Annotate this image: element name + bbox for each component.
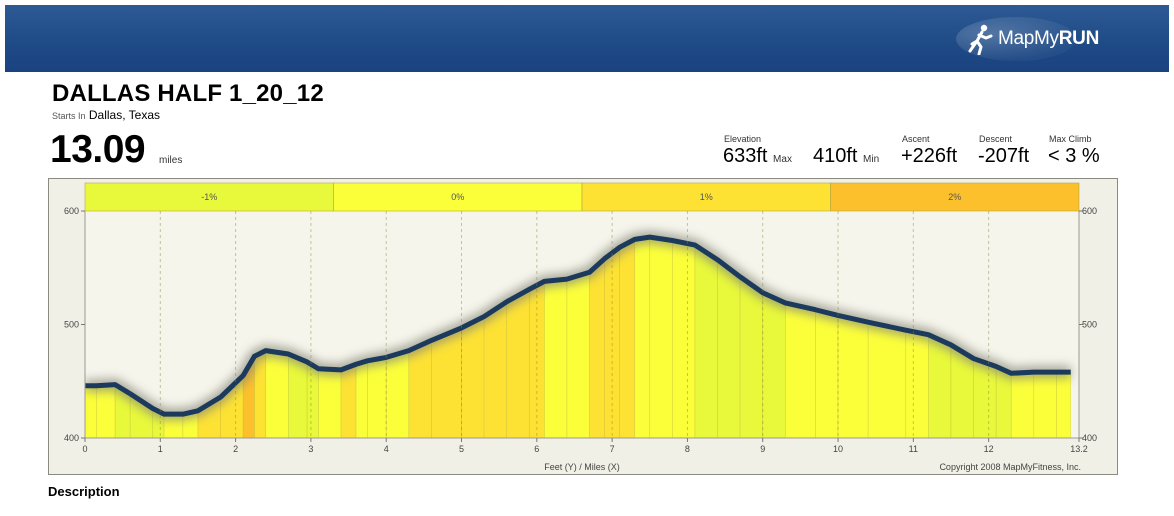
elevation-min: 410ft Min bbox=[813, 145, 879, 168]
ascent-label: Ascent bbox=[902, 134, 930, 144]
profile-segment bbox=[566, 271, 590, 438]
profile-segment bbox=[385, 350, 410, 438]
elevation-min-value: 410ft bbox=[813, 145, 858, 167]
x-tick-label: 2 bbox=[233, 444, 238, 454]
x-tick-label: 10 bbox=[833, 444, 843, 454]
elevation-min-label: Min bbox=[863, 154, 880, 165]
profile-segment bbox=[815, 309, 839, 438]
elevation-max-label: Max bbox=[773, 154, 792, 165]
profile-line bbox=[85, 234, 1071, 417]
profile-segment bbox=[367, 357, 387, 438]
descent-value: -207ft bbox=[978, 145, 1030, 167]
profile-segment bbox=[528, 280, 545, 438]
profile-segment bbox=[928, 334, 952, 438]
start-location: Dallas, Texas bbox=[88, 108, 161, 122]
max-climb-label: Max Climb bbox=[1049, 134, 1092, 144]
distance-unit: miles bbox=[159, 155, 183, 166]
elevation-max-value: 633ft bbox=[723, 145, 768, 167]
grade-swatch bbox=[581, 182, 831, 212]
elevation-profile bbox=[85, 231, 1072, 438]
profile-segment bbox=[544, 278, 568, 438]
x-tick-label: 6 bbox=[534, 444, 539, 454]
elevation-max: 633ft Max bbox=[723, 145, 792, 168]
starts-in-label: Starts In bbox=[52, 111, 86, 121]
x-tick-label: 1 bbox=[158, 444, 163, 454]
logo-swoosh bbox=[955, 17, 1076, 61]
profile-segment bbox=[837, 315, 869, 438]
grade-label: 0% bbox=[451, 192, 464, 202]
y-tick-label-left: 400 bbox=[64, 433, 79, 443]
profile-segment bbox=[739, 276, 764, 438]
profile-segment bbox=[1010, 371, 1035, 438]
elevation-chart: -1% 0% 1% 2% 0 1 2 3 4 5 6 7 8 9 10 11 12 13.2 400 400 500 5… bbox=[48, 178, 1118, 475]
profile-segment bbox=[483, 301, 507, 438]
profile-segment bbox=[1033, 371, 1057, 438]
x-tick-label: 5 bbox=[459, 444, 464, 454]
profile-segment bbox=[85, 385, 97, 438]
profile-segment bbox=[867, 321, 907, 438]
mapmyrun-logo[interactable]: MapMyRUN bbox=[955, 17, 1099, 61]
y-tick-label-left: 600 bbox=[64, 206, 79, 216]
brand-name: MapMyRUN bbox=[997, 28, 1099, 49]
profile-segment bbox=[318, 368, 342, 438]
x-tick-label: 3 bbox=[308, 444, 313, 454]
profile-segment bbox=[785, 302, 816, 438]
profile-segment bbox=[265, 350, 289, 438]
descent-label: Descent bbox=[979, 134, 1013, 144]
runner-icon bbox=[968, 24, 993, 55]
elevation-label: Elevation bbox=[724, 134, 762, 144]
grade-label: 2% bbox=[948, 192, 961, 202]
x-tick-label: 11 bbox=[909, 444, 918, 454]
profile-segment bbox=[717, 259, 741, 438]
profile-segment bbox=[694, 244, 718, 438]
y-tick-label-right: 600 bbox=[1082, 206, 1097, 216]
x-tick-label: 4 bbox=[384, 444, 389, 454]
x-tick-label: 12 bbox=[984, 444, 994, 454]
profile-segment bbox=[506, 288, 530, 438]
y-tick-label-right: 500 bbox=[1082, 320, 1097, 330]
profile-segment bbox=[95, 384, 116, 438]
x-tick-label: 7 bbox=[610, 444, 615, 454]
description-heading: Description bbox=[48, 484, 120, 499]
grade-label: 1% bbox=[700, 192, 713, 202]
profile-segment bbox=[461, 316, 485, 438]
profile-segment bbox=[589, 257, 605, 438]
chart-copyright: Copyright 2008 MapMyFitness, Inc. bbox=[939, 462, 1081, 472]
x-axis-title: Feet (Y) / Miles (X) bbox=[544, 462, 620, 472]
profile-segment bbox=[649, 236, 673, 438]
profile-segment bbox=[355, 360, 368, 438]
grade-legend: -1% 0% 1% 2% bbox=[84, 182, 1080, 212]
profile-segment bbox=[634, 236, 651, 438]
grade-swatch bbox=[830, 182, 1080, 212]
route-title: DALLAS HALF 1_20_12 bbox=[52, 80, 324, 107]
header-banner: MapMyRUN bbox=[5, 5, 1169, 72]
profile-segment bbox=[1056, 371, 1072, 438]
x-tick-label: 9 bbox=[760, 444, 765, 454]
profile-segment bbox=[762, 292, 786, 438]
ascent-value: +226ft bbox=[901, 145, 958, 167]
route-distance: 13.09 bbox=[50, 128, 146, 171]
grade-label: -1% bbox=[201, 192, 217, 202]
x-tick-label: 0 bbox=[82, 444, 87, 454]
max-climb-value: < 3 % bbox=[1048, 145, 1100, 167]
x-tick-label: 13.2 bbox=[1070, 444, 1088, 454]
start-location-line: Starts In Dallas, Texas bbox=[52, 108, 160, 122]
profile-segment bbox=[672, 240, 696, 438]
x-tick-label: 8 bbox=[685, 444, 690, 454]
y-tick-label-right: 400 bbox=[1082, 433, 1097, 443]
profile-segment bbox=[905, 329, 929, 438]
y-tick-label-left: 500 bbox=[64, 320, 79, 330]
profile-segment bbox=[619, 238, 636, 438]
